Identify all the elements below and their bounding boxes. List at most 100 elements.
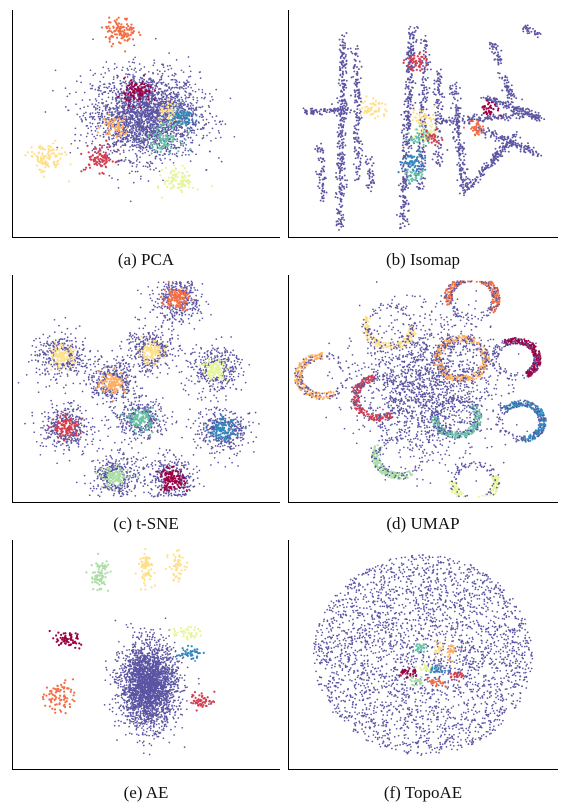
data-point — [426, 96, 429, 99]
data-point — [484, 117, 487, 120]
data-point — [198, 144, 201, 146]
data-point — [163, 119, 166, 121]
data-point — [417, 160, 420, 163]
data-point — [187, 56, 190, 58]
cluster-point — [114, 29, 117, 32]
data-point — [342, 213, 345, 216]
data-point — [89, 112, 92, 115]
data-point — [135, 165, 138, 168]
data-point — [342, 225, 345, 228]
data-point — [160, 76, 163, 79]
data-point — [434, 122, 437, 125]
data-point — [188, 65, 191, 68]
data-point — [190, 126, 193, 129]
data-point — [423, 84, 425, 87]
data-point — [141, 113, 143, 116]
data-point — [343, 174, 346, 177]
cluster-point — [108, 40, 111, 43]
data-point — [138, 102, 141, 105]
data-point — [148, 103, 151, 106]
data-point — [201, 88, 204, 91]
data-point — [97, 86, 100, 88]
data-point — [132, 58, 135, 61]
data-point — [356, 55, 359, 58]
data-point — [159, 114, 161, 117]
data-point — [338, 174, 341, 177]
data-point — [115, 141, 118, 143]
data-point — [520, 110, 523, 113]
data-point — [80, 118, 83, 120]
data-point — [530, 109, 533, 112]
data-point — [349, 111, 352, 114]
data-point — [421, 78, 424, 81]
cluster-point — [108, 27, 111, 30]
data-point — [153, 94, 156, 97]
data-point — [414, 101, 417, 104]
data-point — [403, 209, 405, 212]
data-point — [505, 107, 508, 110]
data-point — [118, 111, 121, 113]
data-point — [326, 109, 329, 111]
data-point — [512, 110, 515, 113]
data-point — [133, 131, 136, 134]
data-point — [116, 178, 119, 181]
data-point — [421, 84, 424, 87]
data-point — [108, 85, 110, 88]
data-point — [410, 72, 413, 75]
data-point — [186, 81, 189, 83]
cluster-point — [45, 161, 48, 164]
data-point — [111, 113, 113, 116]
data-point — [157, 105, 159, 108]
data-point — [126, 112, 129, 114]
data-point — [164, 130, 167, 133]
data-point — [146, 92, 148, 95]
cluster-point — [41, 162, 44, 165]
data-point — [169, 132, 172, 135]
data-point — [143, 78, 146, 81]
cluster-point — [128, 91, 132, 94]
cluster-point — [154, 149, 157, 152]
cluster-point — [107, 125, 110, 128]
data-point — [156, 139, 159, 142]
data-point — [435, 150, 438, 153]
data-point — [166, 89, 169, 92]
data-point — [358, 174, 361, 177]
data-point — [328, 111, 331, 114]
data-point — [407, 223, 410, 226]
data-point — [344, 42, 346, 45]
data-point — [356, 152, 359, 155]
cluster-point — [108, 131, 111, 134]
data-point — [353, 146, 356, 149]
cluster-point — [101, 171, 104, 174]
data-point — [526, 111, 529, 114]
data-point — [339, 158, 342, 161]
data-point — [174, 101, 177, 104]
cluster-point — [186, 127, 189, 130]
data-point — [342, 157, 345, 160]
data-point — [338, 186, 341, 188]
data-point — [335, 176, 337, 178]
data-point — [512, 139, 515, 142]
data-point — [440, 93, 443, 96]
data-point — [175, 126, 178, 129]
data-point — [164, 146, 166, 149]
cluster-point — [169, 134, 172, 137]
data-point — [482, 96, 485, 99]
data-point — [358, 118, 361, 121]
data-point — [538, 118, 540, 121]
data-point — [122, 136, 125, 139]
cluster-point — [196, 188, 199, 191]
data-point — [168, 86, 170, 89]
data-point — [426, 68, 429, 71]
data-point — [409, 124, 412, 127]
data-point — [345, 60, 348, 63]
data-point — [124, 131, 126, 134]
data-point — [86, 132, 89, 135]
data-point — [433, 93, 436, 96]
data-point — [187, 103, 189, 106]
data-point — [158, 98, 161, 101]
data-point — [205, 118, 208, 121]
data-point — [162, 81, 165, 84]
data-point — [112, 76, 115, 78]
data-point — [485, 130, 488, 133]
